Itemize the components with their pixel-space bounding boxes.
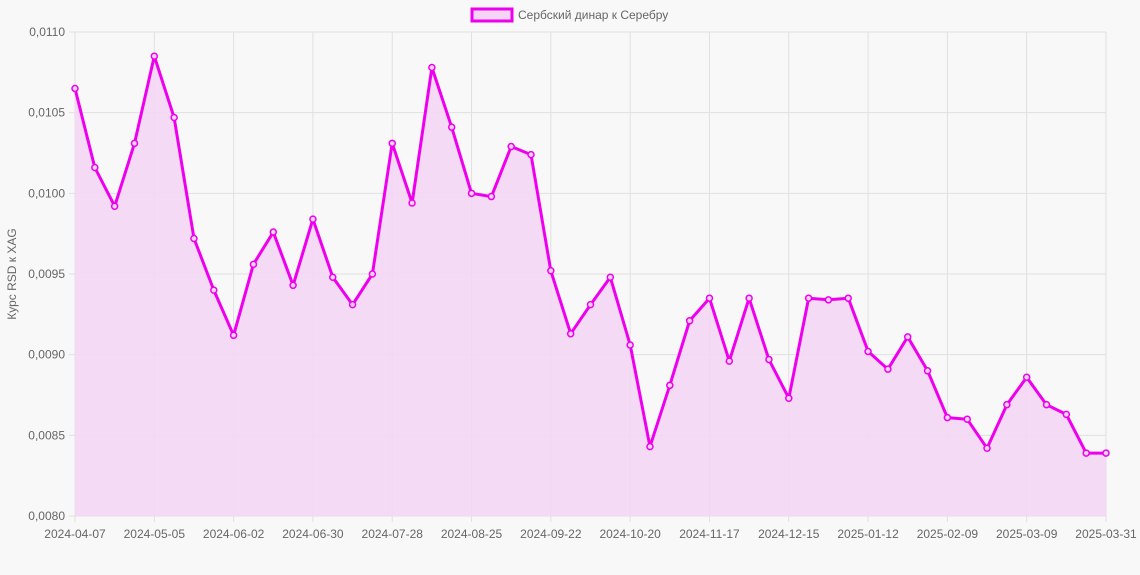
- x-tick-label: 2025-01-12: [837, 527, 899, 541]
- data-point: [685, 317, 694, 325]
- data-point: [666, 381, 674, 390]
- data-point: [785, 394, 793, 402]
- data-point: [91, 163, 99, 172]
- data-point: [824, 296, 833, 304]
- data-point: [71, 84, 79, 93]
- data-point: [348, 300, 357, 309]
- data-point: [110, 202, 119, 210]
- data-point: [190, 234, 198, 243]
- data-point: [467, 189, 476, 198]
- x-tick-label: 2024-09-22: [520, 527, 582, 541]
- area-path: [75, 56, 1106, 516]
- data-point: [487, 192, 496, 201]
- data-point: [765, 355, 773, 364]
- y-tick-label: 0,0085: [28, 428, 65, 442]
- data-point: [983, 444, 991, 452]
- data-point: [903, 333, 912, 341]
- legend[interactable]: Сербский динар к Серебру: [470, 7, 668, 23]
- area-fill: [75, 56, 1106, 516]
- x-tick-label: 2024-06-30: [282, 527, 344, 541]
- data-point: [923, 367, 932, 375]
- data-point: [566, 329, 575, 338]
- x-tick-label: 2025-03-31: [1075, 527, 1137, 541]
- data-point: [507, 142, 515, 151]
- data-point: [884, 365, 892, 373]
- data-point: [745, 294, 753, 302]
- x-tick-label: 2024-07-28: [362, 527, 424, 541]
- data-point: [943, 413, 952, 422]
- y-tick-label: 0,0105: [28, 106, 65, 120]
- data-point: [388, 139, 396, 148]
- axes: 0,0080 0,0085 0,0090 0,0095 0,0100 0,0105 0,01…: [28, 25, 1137, 541]
- x-tick-label: 2024-05-05: [124, 527, 186, 541]
- y-tick-label: 0,0095: [28, 267, 65, 281]
- data-point: [804, 294, 813, 302]
- data-point: [586, 300, 595, 309]
- data-point: [1042, 400, 1051, 409]
- data-point: [130, 139, 139, 148]
- x-tick-label: 2024-04-07: [44, 527, 106, 541]
- series: [71, 52, 1110, 457]
- data-point: [170, 113, 178, 122]
- x-tick-label: 2025-03-09: [996, 527, 1058, 541]
- x-tick-label: 2025-02-09: [917, 527, 979, 541]
- data-point: [547, 267, 555, 275]
- data-point: [408, 199, 416, 207]
- data-point: [329, 273, 337, 281]
- legend-label: Сербский динар к Серебру: [518, 8, 668, 22]
- y-axis-title: Курс RSD к XAG: [5, 228, 19, 319]
- data-point: [864, 347, 872, 356]
- data-point: [527, 150, 535, 159]
- data-point: [1022, 373, 1031, 382]
- data-point: [1062, 410, 1071, 419]
- data-point: [229, 331, 238, 340]
- data-point: [626, 341, 634, 349]
- data-point: [844, 294, 852, 302]
- data-point: [1082, 449, 1090, 457]
- data-point: [646, 442, 654, 451]
- data-point: [368, 270, 377, 278]
- x-tick-label: 2024-11-17: [679, 527, 740, 541]
- legend-swatch: [470, 7, 514, 23]
- data-point: [447, 123, 456, 131]
- data-point: [309, 215, 317, 223]
- y-tick-label: 0,0100: [28, 186, 65, 200]
- data-point: [1102, 449, 1110, 457]
- data-point: [705, 294, 714, 302]
- y-tick-label: 0,0080: [28, 509, 65, 523]
- data-point: [606, 273, 615, 281]
- x-tick-label: 2024-12-15: [758, 527, 820, 541]
- y-tick-label: 0,0110: [29, 25, 65, 39]
- x-tick-label: 2024-08-25: [441, 527, 503, 541]
- data-point: [428, 63, 436, 72]
- data-point: [269, 228, 278, 236]
- x-tick-label: 2024-10-20: [599, 527, 661, 541]
- data-point: [289, 281, 297, 290]
- data-point: [1003, 400, 1011, 409]
- y-tick-label: 0,0090: [28, 348, 65, 362]
- data-point: [249, 260, 258, 269]
- data-point: [725, 357, 734, 365]
- data-point: [150, 52, 159, 60]
- x-tick-label: 2024-06-02: [203, 527, 265, 541]
- data-point: [210, 286, 218, 294]
- data-point: [963, 415, 971, 423]
